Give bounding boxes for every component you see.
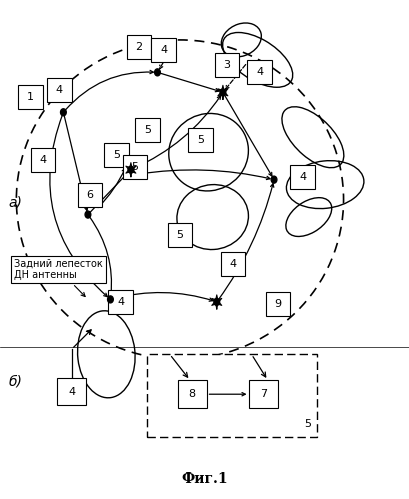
FancyBboxPatch shape bbox=[249, 381, 278, 408]
Text: 4: 4 bbox=[229, 259, 237, 269]
FancyBboxPatch shape bbox=[135, 118, 160, 142]
FancyBboxPatch shape bbox=[221, 252, 245, 276]
Text: 5: 5 bbox=[197, 135, 204, 145]
Text: 2: 2 bbox=[135, 42, 143, 52]
Text: 5: 5 bbox=[304, 419, 311, 429]
Text: а): а) bbox=[8, 195, 22, 209]
Circle shape bbox=[220, 89, 226, 96]
FancyBboxPatch shape bbox=[57, 378, 86, 405]
FancyBboxPatch shape bbox=[104, 143, 129, 167]
FancyBboxPatch shape bbox=[127, 35, 151, 59]
Circle shape bbox=[214, 298, 220, 305]
Text: 3: 3 bbox=[223, 60, 231, 70]
Text: 4: 4 bbox=[299, 172, 306, 182]
Text: б): б) bbox=[8, 375, 22, 389]
Text: 5: 5 bbox=[144, 125, 151, 135]
Circle shape bbox=[271, 176, 277, 183]
Text: 9: 9 bbox=[274, 299, 282, 309]
Text: 4: 4 bbox=[39, 155, 47, 165]
Circle shape bbox=[85, 211, 91, 218]
FancyBboxPatch shape bbox=[78, 183, 102, 207]
FancyBboxPatch shape bbox=[151, 38, 176, 62]
Text: Фиг.1: Фиг.1 bbox=[181, 472, 228, 486]
Text: 4: 4 bbox=[56, 85, 63, 95]
Text: 7: 7 bbox=[260, 389, 267, 399]
Text: 5: 5 bbox=[131, 162, 139, 172]
Circle shape bbox=[128, 166, 134, 173]
FancyBboxPatch shape bbox=[123, 155, 147, 179]
FancyBboxPatch shape bbox=[168, 223, 192, 247]
Text: Задний лепесток
ДН антенны: Задний лепесток ДН антенны bbox=[14, 258, 103, 296]
Text: 8: 8 bbox=[189, 389, 196, 399]
FancyBboxPatch shape bbox=[178, 381, 207, 408]
FancyBboxPatch shape bbox=[108, 290, 133, 314]
Text: 1: 1 bbox=[27, 92, 34, 102]
FancyBboxPatch shape bbox=[18, 85, 43, 109]
Text: 4: 4 bbox=[68, 387, 75, 397]
Circle shape bbox=[61, 109, 66, 116]
FancyBboxPatch shape bbox=[215, 53, 239, 77]
FancyBboxPatch shape bbox=[47, 78, 72, 102]
Text: 4: 4 bbox=[160, 45, 167, 55]
Text: 6: 6 bbox=[86, 190, 94, 200]
FancyBboxPatch shape bbox=[290, 165, 315, 189]
Text: 4: 4 bbox=[117, 297, 124, 307]
FancyBboxPatch shape bbox=[188, 128, 213, 152]
Circle shape bbox=[155, 69, 160, 76]
FancyBboxPatch shape bbox=[147, 354, 317, 437]
FancyBboxPatch shape bbox=[266, 292, 290, 316]
FancyBboxPatch shape bbox=[247, 60, 272, 84]
FancyBboxPatch shape bbox=[31, 148, 55, 172]
Text: 5: 5 bbox=[176, 230, 184, 240]
Text: 4: 4 bbox=[256, 67, 263, 77]
Text: 5: 5 bbox=[113, 150, 120, 160]
Circle shape bbox=[108, 296, 113, 303]
